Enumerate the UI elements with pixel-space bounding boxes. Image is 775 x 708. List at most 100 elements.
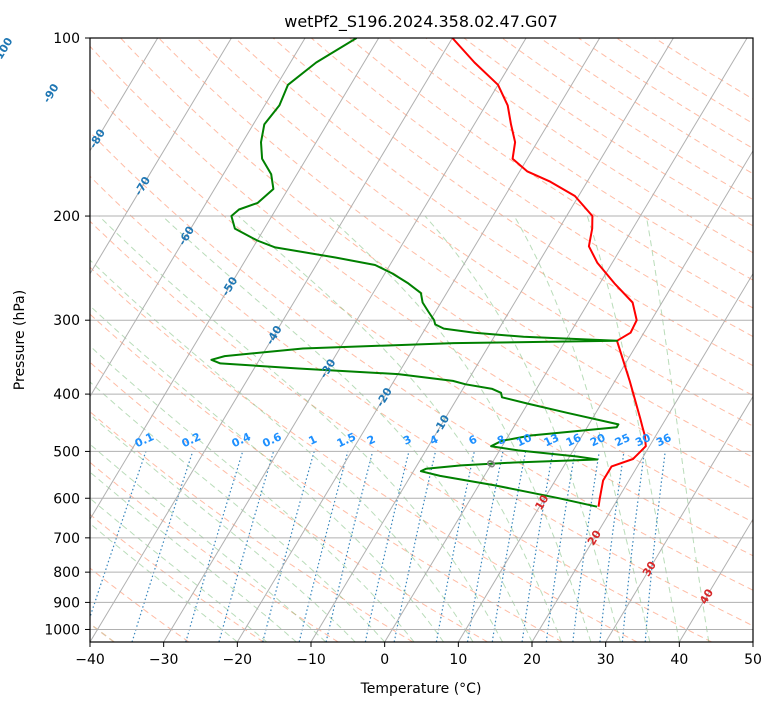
x-tick-label: 20 xyxy=(523,652,541,668)
dry-adiabat xyxy=(196,38,753,427)
moist-adiabat xyxy=(645,215,710,642)
moist-adiabat xyxy=(586,215,680,642)
isotherm-label: -90 xyxy=(40,81,62,105)
x-axis-label: Temperature (°C) xyxy=(360,681,482,697)
temperature-line xyxy=(451,38,647,507)
dry-adiabat xyxy=(90,266,638,642)
mixing-ratio-label: 20 xyxy=(588,431,608,449)
dry-adiabat xyxy=(90,567,190,642)
dry-adiabat xyxy=(158,38,753,458)
isotherm-line xyxy=(236,38,601,642)
moist-adiabat xyxy=(90,381,386,642)
x-tick-label: −20 xyxy=(223,652,253,668)
y-tick-label: 800 xyxy=(53,565,80,581)
isotherm-line xyxy=(90,38,306,398)
mixing-ratio-line xyxy=(545,451,576,642)
mixing-ratio-line xyxy=(521,451,554,642)
mixing-ratio-line xyxy=(572,451,600,642)
isotherm-line xyxy=(310,38,674,642)
x-tick-label: −30 xyxy=(149,652,179,668)
y-tick-label: 400 xyxy=(53,387,80,403)
mixing-ratio-label: 25 xyxy=(613,431,632,449)
y-axis-label: Pressure (hPa) xyxy=(12,290,28,390)
mixing-ratio-label: 30 xyxy=(633,431,653,449)
dry-adiabat xyxy=(272,38,753,367)
y-axis: 100 200 300 400 500 600 700 800 900 1000 xyxy=(44,31,90,638)
isotherm-line xyxy=(90,38,159,152)
isotherm-label: -20 xyxy=(374,385,396,409)
y-tick-label: 200 xyxy=(53,209,80,225)
grid xyxy=(0,38,753,642)
moist-adiabat xyxy=(90,259,474,642)
chart-title: wetPf2_S196.2024.358.02.47.G07 xyxy=(284,12,558,32)
mixing-ratio-label: 0.1 xyxy=(133,430,156,450)
y-tick-label: 100 xyxy=(53,31,80,47)
dry-adiabat xyxy=(310,38,753,338)
dewpoint-line xyxy=(210,38,620,508)
isotherm-line xyxy=(90,38,453,642)
mixing-ratio-label: 16 xyxy=(564,431,584,449)
moist-adiabat xyxy=(90,443,327,642)
isotherm-label: 30 xyxy=(640,559,659,579)
y-tick-label: 300 xyxy=(53,313,80,329)
dry-adiabat xyxy=(90,313,563,642)
dry-adiabat xyxy=(90,513,264,642)
x-tick-label: −40 xyxy=(75,652,105,668)
isotherm-line xyxy=(457,149,753,642)
dry-adiabat xyxy=(349,38,753,309)
y-tick-label: 500 xyxy=(53,444,80,460)
moist-adiabat xyxy=(161,215,533,642)
mixing-ratio-line xyxy=(364,451,410,642)
isotherm-label: -70 xyxy=(132,174,154,198)
mixing-ratio-line xyxy=(599,451,625,642)
isotherm-line xyxy=(678,518,753,642)
mixing-ratio-label: 10 xyxy=(514,431,534,449)
isotherm-line xyxy=(605,395,753,642)
mixing-ratio-label: 13 xyxy=(542,431,561,449)
mixing-ratio-label: 0.2 xyxy=(180,430,203,450)
isotherm-label: -40 xyxy=(263,323,285,347)
x-tick-label: 10 xyxy=(449,652,467,668)
x-tick-label: 50 xyxy=(744,652,762,668)
isotherm-label: -50 xyxy=(219,274,241,298)
mixing-ratio-line xyxy=(325,451,374,642)
isotherm-label: 0 xyxy=(484,457,499,471)
dry-adiabat xyxy=(654,38,753,100)
mixing-ratio-label: 1 xyxy=(307,433,319,448)
mixing-ratio-line xyxy=(644,451,666,642)
y-tick-label: 1000 xyxy=(44,622,80,638)
dry-adiabat xyxy=(90,175,753,627)
mixing-ratio-line xyxy=(262,451,315,642)
x-tick-label: −10 xyxy=(296,652,326,668)
mixing-ratio-label: 6 xyxy=(467,433,480,448)
moist-adiabat xyxy=(237,215,562,642)
dry-adiabat xyxy=(90,411,414,642)
background-lines xyxy=(90,38,753,642)
moist-adiabat xyxy=(90,497,268,642)
dry-adiabat xyxy=(234,38,753,397)
isotherm-line xyxy=(90,38,232,275)
isotherm-line xyxy=(90,38,380,521)
dry-adiabat xyxy=(90,220,712,642)
isotherm-label: 40 xyxy=(697,586,716,606)
mixing-ratio-line xyxy=(185,451,244,642)
isotherm-line xyxy=(752,641,753,642)
mixing-ratio-line xyxy=(298,451,349,642)
moist-adiabat xyxy=(513,215,651,642)
y-tick-label: 900 xyxy=(53,595,80,611)
isotherm-label: -60 xyxy=(176,224,198,248)
dry-adiabat xyxy=(90,461,339,642)
moist-adiabat xyxy=(327,215,592,642)
x-axis: −40 −30 −20 −10 0 10 20 30 40 50 xyxy=(75,642,762,668)
mixing-ratio-line xyxy=(621,451,646,642)
y-tick-label: 700 xyxy=(53,531,80,547)
moist-adiabat xyxy=(90,471,297,642)
isotherm-line xyxy=(163,38,527,642)
isotherm-line xyxy=(0,38,10,642)
mixing-ratio-label: 3 xyxy=(401,433,413,448)
mixing-ratio-label: 2 xyxy=(365,433,377,448)
x-tick-label: 30 xyxy=(597,652,615,668)
isotherm-label: -100 xyxy=(0,35,16,66)
x-tick-label: 0 xyxy=(380,652,389,668)
